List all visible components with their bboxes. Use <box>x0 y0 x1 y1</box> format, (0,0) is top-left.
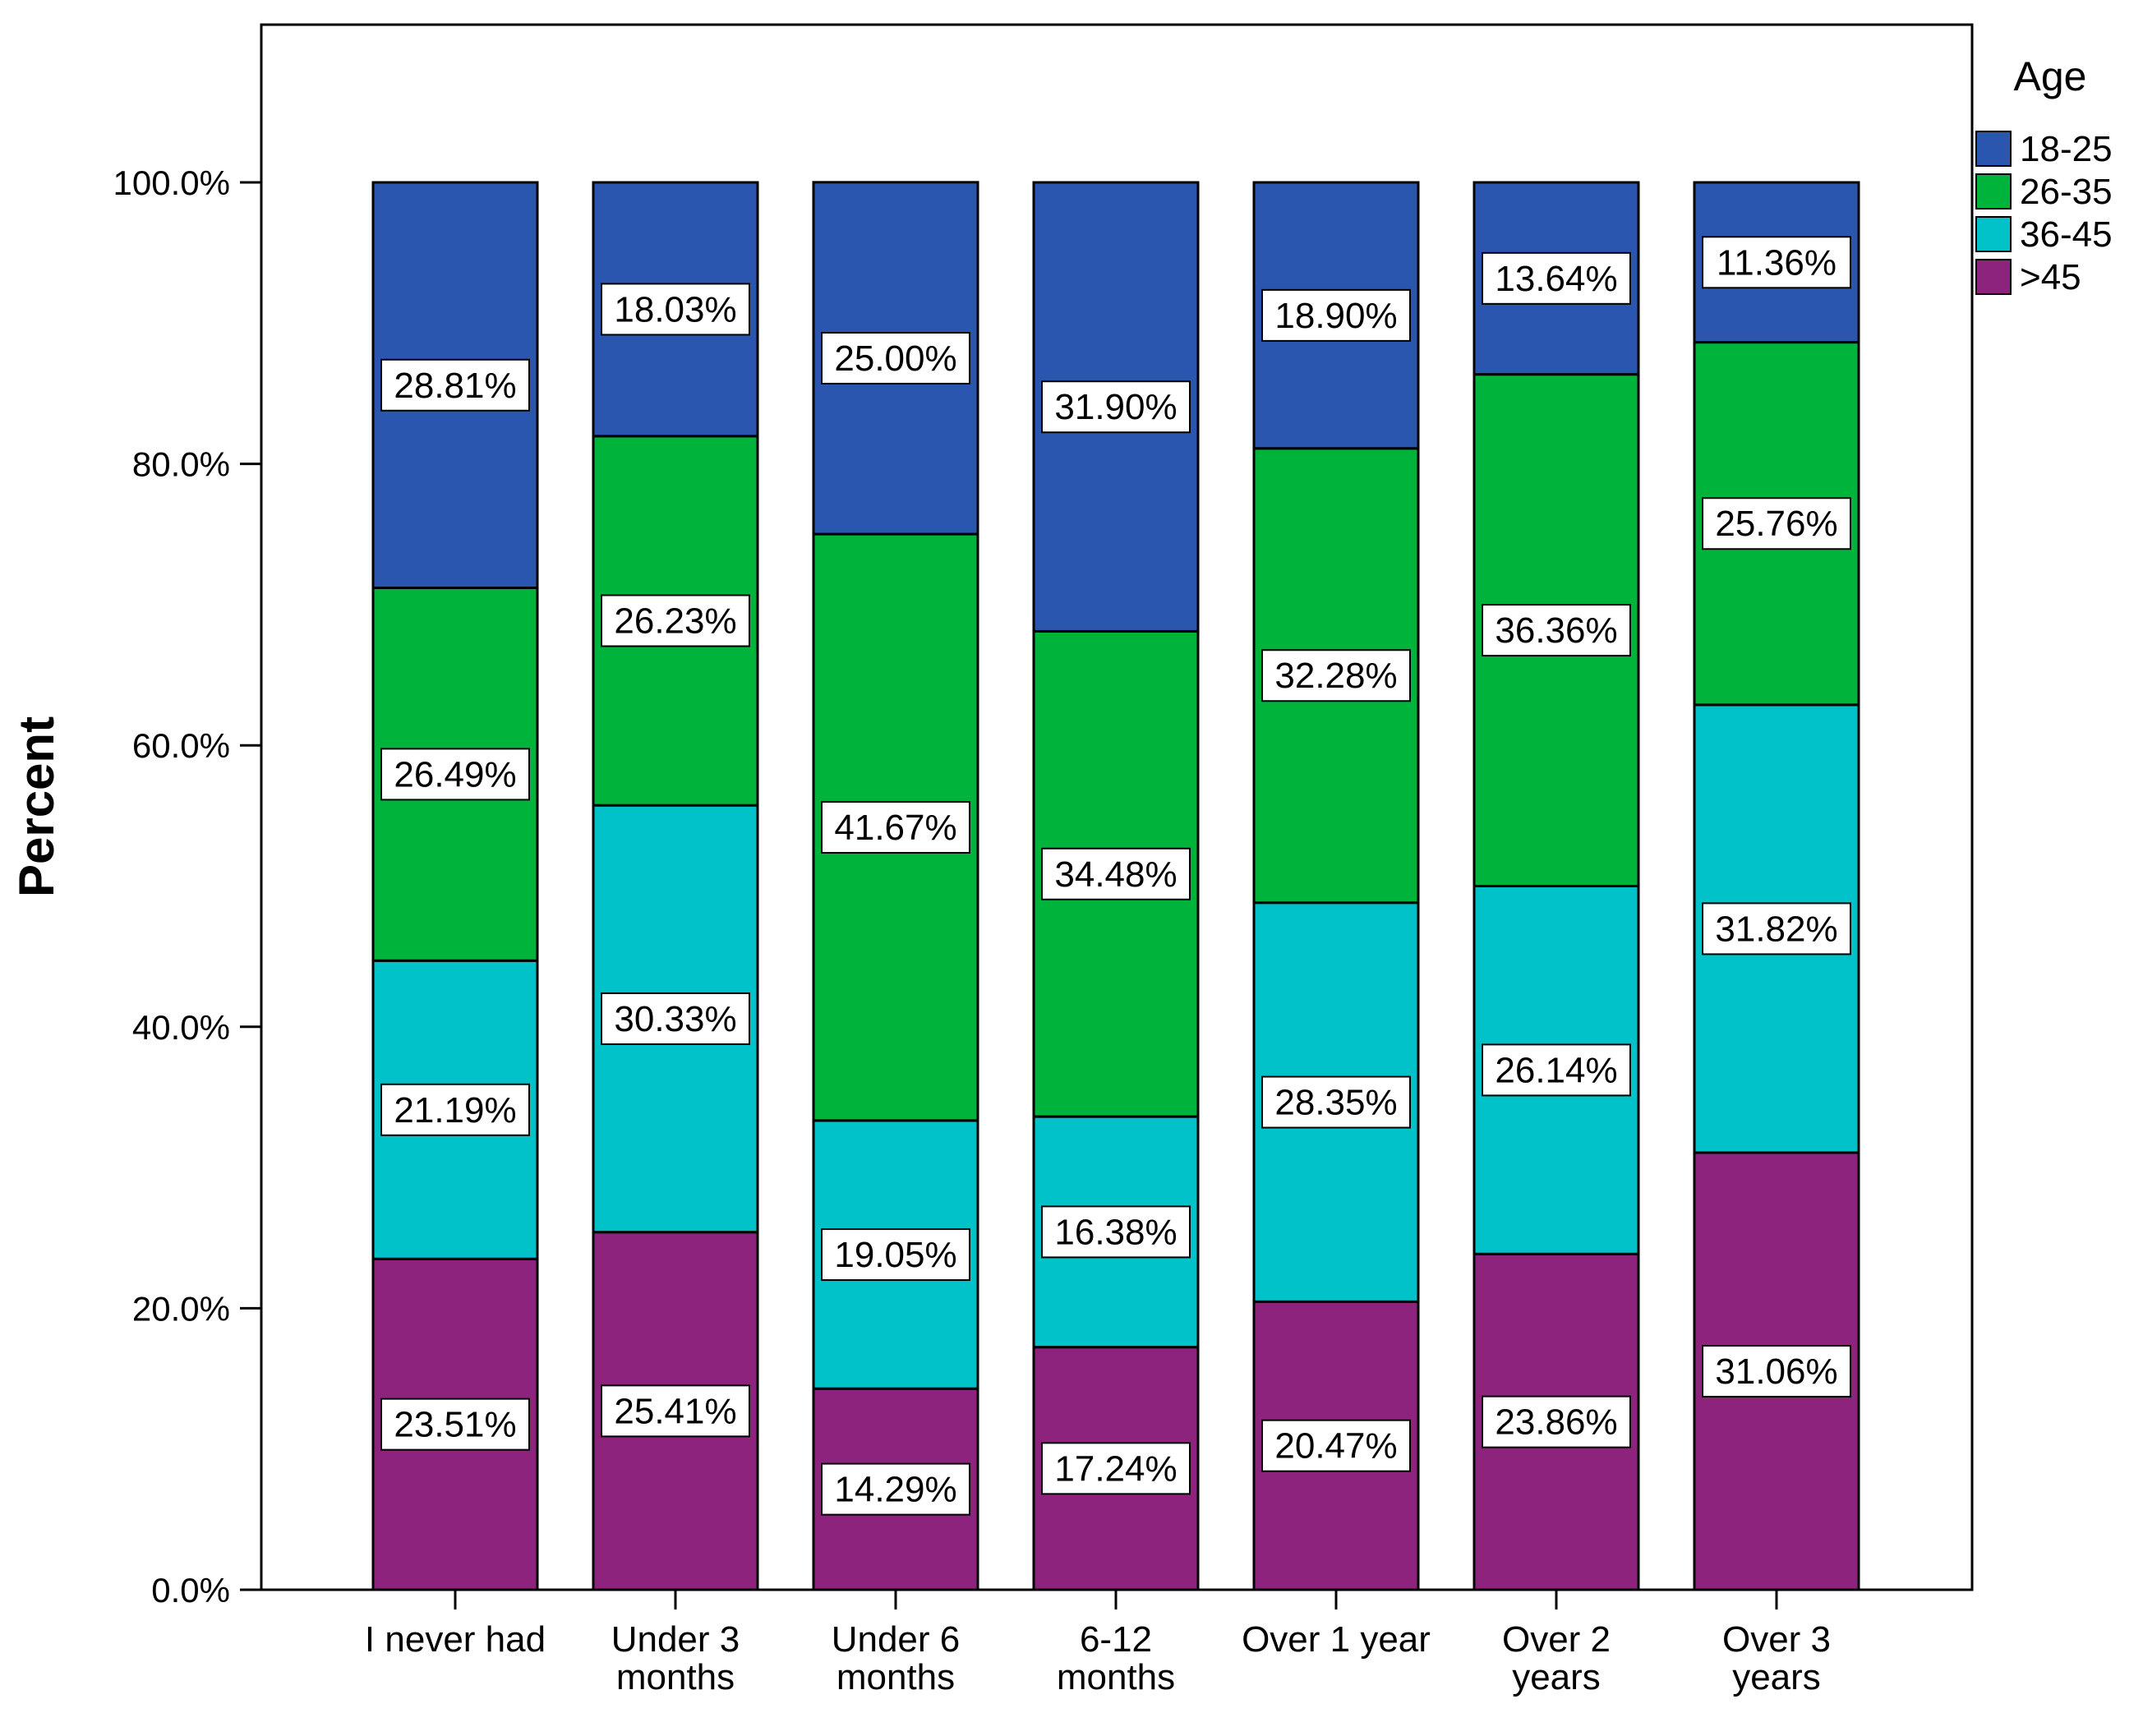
data-label: 14.29% <box>834 1470 956 1510</box>
data-label-box <box>601 1384 750 1438</box>
data-label-box <box>1482 1043 1631 1097</box>
data-label: 25.00% <box>834 338 956 379</box>
data-label-box <box>1041 1442 1191 1495</box>
legend-label: 18-25 <box>2020 129 2113 169</box>
data-label: 21.19% <box>394 1090 516 1130</box>
y-axis-title: Percent <box>9 716 64 897</box>
data-label-box <box>1261 1419 1411 1472</box>
data-labels-group: 23.51% 21.19% 26.49% 28.81% 25.41% 30.33% 26.2… <box>380 236 1851 1516</box>
data-label-box <box>1261 288 1411 342</box>
data-label: 17.24% <box>1054 1448 1177 1489</box>
data-label-box <box>380 1083 530 1136</box>
x-tick-label: Under 6 <box>832 1619 961 1660</box>
data-label: 23.86% <box>1495 1402 1617 1443</box>
data-label-box <box>821 800 970 854</box>
y-tick-label: 80.0% <box>132 445 230 484</box>
data-label-box <box>821 1228 970 1282</box>
data-label-box <box>380 1398 530 1451</box>
y-tick-label: 60.0% <box>132 726 230 765</box>
x-tick-label: months <box>1057 1657 1175 1697</box>
data-label: 26.49% <box>394 754 516 794</box>
x-tick-label: 6-12 <box>1080 1619 1152 1660</box>
y-axis: 0.0% 20.0% 40.0% 60.0% 80.0% 100.0% <box>113 163 261 1609</box>
legend-label: >45 <box>2020 257 2081 297</box>
data-label-box <box>380 748 530 801</box>
y-tick-label: 20.0% <box>132 1289 230 1328</box>
data-label-box <box>1041 1205 1191 1259</box>
data-label: 18.90% <box>1274 296 1397 336</box>
data-label-box <box>1702 497 1851 550</box>
data-label: 32.28% <box>1274 656 1397 696</box>
data-label-box <box>601 283 750 336</box>
data-label: 31.90% <box>1054 387 1177 427</box>
data-label: 34.48% <box>1054 854 1177 895</box>
x-tick-label: Over 2 <box>1502 1619 1611 1660</box>
data-label: 30.33% <box>614 999 736 1039</box>
data-label: 26.14% <box>1495 1050 1617 1090</box>
data-label: 19.05% <box>834 1235 956 1275</box>
data-label: 23.51% <box>394 1405 516 1445</box>
x-tick-label: years <box>1732 1657 1821 1697</box>
legend-label: 26-35 <box>2020 172 2113 212</box>
data-label: 20.47% <box>1274 1426 1397 1467</box>
data-label-box <box>1702 902 1851 955</box>
data-label-box <box>601 992 750 1045</box>
y-tick-label: 0.0% <box>151 1571 230 1609</box>
data-label: 31.82% <box>1715 909 1837 949</box>
data-label: 26.23% <box>614 601 736 642</box>
x-tick-label: Over 3 <box>1722 1619 1831 1660</box>
data-label: 25.76% <box>1715 504 1837 544</box>
data-label: 18.03% <box>614 289 736 329</box>
data-label: 28.35% <box>1274 1083 1397 1123</box>
legend-swatch <box>1975 216 2012 252</box>
data-label-box <box>1482 1395 1631 1448</box>
data-label: 41.67% <box>834 808 956 848</box>
legend-title: Age <box>2014 53 2087 99</box>
data-label-box <box>1041 847 1191 900</box>
legend-label: 36-45 <box>2020 214 2113 255</box>
y-tick-label: 40.0% <box>132 1008 230 1047</box>
legend-swatch <box>1975 173 2012 210</box>
data-label-box <box>1261 1075 1411 1129</box>
data-label: 25.41% <box>614 1391 736 1431</box>
data-label-box <box>821 331 970 384</box>
data-label-box <box>1702 236 1851 289</box>
data-label-box <box>1702 1344 1851 1398</box>
data-label-box <box>1482 251 1631 305</box>
data-label: 28.81% <box>394 366 516 406</box>
data-label: 13.64% <box>1495 259 1617 299</box>
x-tick-label: months <box>836 1657 955 1697</box>
data-label: 11.36% <box>1717 242 1837 283</box>
x-tick-label: Under 3 <box>611 1619 740 1660</box>
data-label-box <box>380 358 530 412</box>
data-label-box <box>601 594 750 647</box>
x-tick-label: months <box>616 1657 735 1697</box>
data-label-box <box>1261 649 1411 702</box>
data-label: 16.38% <box>1054 1212 1177 1252</box>
x-tick-label: Over 1 year <box>1242 1619 1431 1660</box>
x-tick-label: years <box>1512 1657 1601 1697</box>
y-tick-label: 100.0% <box>113 163 230 202</box>
data-label-box <box>1041 380 1191 434</box>
x-tick-label: I never had <box>365 1619 546 1660</box>
data-label: 36.36% <box>1495 610 1617 651</box>
legend-swatch <box>1975 131 2012 167</box>
legend-swatch <box>1975 259 2012 295</box>
data-label: 31.06% <box>1715 1352 1837 1392</box>
data-label-box <box>821 1462 970 1516</box>
data-label-box <box>1482 604 1631 657</box>
